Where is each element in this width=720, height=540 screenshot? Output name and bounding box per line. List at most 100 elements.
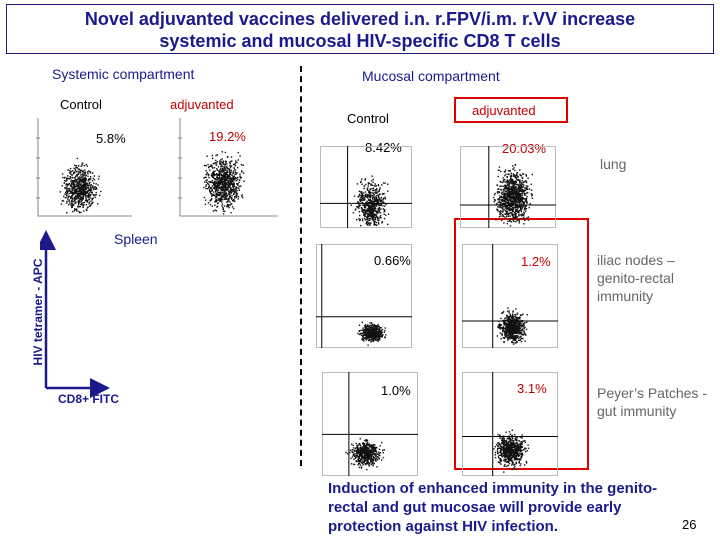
- plot-dot: [504, 216, 506, 218]
- plot-dot: [506, 446, 508, 449]
- plot-dot: [504, 190, 507, 192]
- plot-dot: [215, 210, 218, 212]
- plot-dot: [78, 211, 81, 214]
- plot-dot: [219, 188, 222, 190]
- plot-dot: [75, 179, 78, 182]
- plot-dot: [219, 170, 221, 173]
- plot-dot: [73, 191, 76, 193]
- plot-dot: [356, 449, 358, 451]
- plot-dot: [224, 176, 226, 178]
- plot-dot: [525, 193, 527, 195]
- plot-dot: [205, 185, 207, 187]
- plot-dot: [369, 202, 371, 204]
- plot-dot: [506, 192, 509, 195]
- plot-dot: [82, 192, 85, 194]
- plot-dot: [242, 164, 244, 166]
- plot-dot: [378, 452, 380, 455]
- plot-dot: [521, 186, 523, 189]
- plot-dot: [76, 208, 78, 210]
- plot-dot: [80, 191, 83, 193]
- plot-dot: [514, 321, 516, 323]
- plot-dot: [86, 165, 88, 167]
- plot-dot: [219, 163, 221, 165]
- plot-dot: [79, 205, 81, 208]
- plot-dot: [76, 173, 78, 176]
- plot-dot: [220, 193, 222, 195]
- plot-dot: [216, 173, 219, 176]
- plot-dot: [67, 190, 69, 193]
- plot-dot: [500, 210, 502, 212]
- plot-dot: [502, 193, 505, 195]
- plot-dot: [382, 449, 384, 451]
- plot-dot: [370, 451, 372, 453]
- plot-dot: [361, 449, 363, 452]
- plot-dot: [229, 177, 232, 179]
- plot-dot: [82, 186, 84, 188]
- plot-dot: [509, 208, 511, 210]
- plot-dot: [500, 201, 502, 204]
- plot-dot: [379, 216, 381, 219]
- plot-dot: [211, 193, 213, 195]
- plot-dot: [217, 183, 219, 185]
- plot-dot: [530, 183, 532, 185]
- plot-dot: [73, 180, 75, 182]
- plot-dot: [513, 332, 515, 334]
- plot-dot: [374, 454, 376, 456]
- plot-dot: [519, 322, 521, 325]
- plot-dot: [79, 198, 81, 201]
- plot-dot: [516, 322, 518, 324]
- plot-dot: [373, 325, 375, 327]
- plot-dot: [506, 181, 509, 183]
- lung-label: lung: [600, 156, 627, 172]
- plot-dot: [522, 181, 525, 184]
- plot-dot: [493, 448, 495, 450]
- plot-dot: [519, 446, 521, 448]
- plot-dot: [216, 169, 218, 171]
- plot-dot: [375, 449, 377, 452]
- plot-dot: [513, 318, 515, 320]
- plot-dot: [367, 217, 369, 219]
- plot-dot: [370, 452, 373, 454]
- plot-dot: [499, 459, 501, 461]
- plot-dot: [217, 178, 219, 180]
- plot-dot: [359, 464, 362, 466]
- plot-dot: [361, 196, 363, 198]
- plot-dot: [518, 214, 520, 216]
- plot-dot: [375, 333, 378, 335]
- plot-dot: [211, 205, 213, 207]
- plot-dot: [382, 197, 385, 199]
- plot-dot: [230, 203, 232, 205]
- plot-dot: [373, 448, 375, 450]
- plot-dot: [501, 191, 503, 194]
- plot-dot: [214, 170, 216, 172]
- plot-dot: [213, 195, 216, 197]
- plot-dot: [208, 165, 210, 168]
- plot-dot: [79, 174, 82, 176]
- plot-dot: [70, 185, 73, 187]
- plot-dot: [224, 161, 227, 163]
- spleen-control-plot: [36, 118, 132, 218]
- plot-dot: [507, 187, 509, 190]
- plot-dot: [378, 334, 381, 336]
- plot-dot: [362, 336, 365, 339]
- plot-dot: [503, 447, 505, 449]
- plot-dot: [359, 451, 362, 453]
- plot-dot: [506, 212, 509, 214]
- plot-dot: [518, 212, 520, 214]
- plot-dot: [364, 213, 367, 215]
- plot-dot: [516, 183, 518, 186]
- plot-dot: [368, 453, 370, 456]
- plot-dot: [89, 171, 92, 173]
- plot-dot: [369, 214, 371, 216]
- plot-dot: [511, 185, 513, 187]
- plot-dot: [374, 335, 376, 337]
- plot-dot: [365, 326, 368, 329]
- plot-dot: [511, 200, 513, 203]
- plot-dot: [97, 203, 99, 205]
- plot-dot: [352, 444, 354, 447]
- plot-dot: [214, 186, 216, 188]
- plot-dot: [219, 176, 221, 179]
- plot-dot: [367, 462, 369, 465]
- plot-dot: [362, 449, 364, 451]
- plot-dot: [507, 307, 509, 309]
